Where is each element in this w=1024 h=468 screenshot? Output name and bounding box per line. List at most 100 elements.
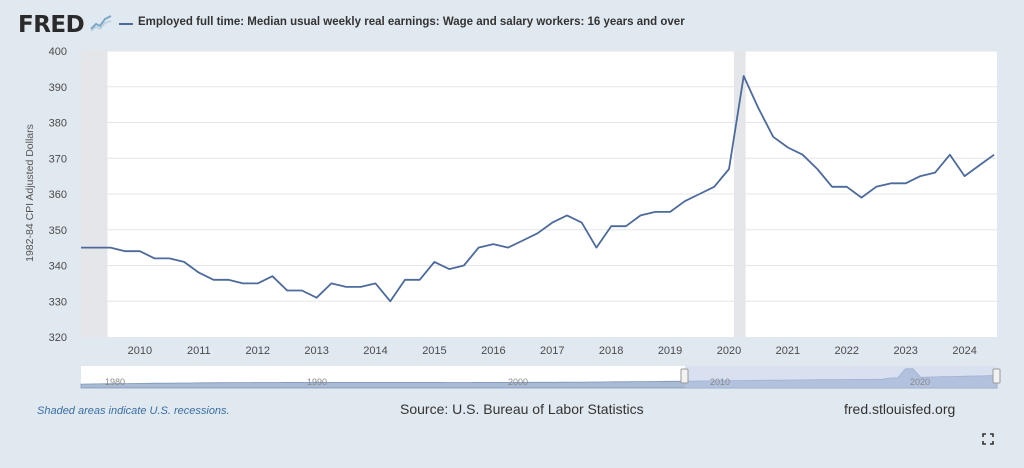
x-axis-ticks: 2010 2011 2012 2013 2014 2015 2016 2017 2018 2019…	[128, 345, 977, 357]
legend-series-label[interactable]: Employed full time: Median usual weekly …	[138, 16, 685, 28]
navigator-label: 2020	[910, 377, 930, 387]
data-point	[212, 279, 214, 281]
data-point	[728, 168, 730, 170]
site-link[interactable]: fred.stlouisfed.org	[844, 401, 956, 417]
y-axis-ticks: 320 330 340 350 360 370 380 390 400	[49, 46, 67, 344]
x-tick-label: 2010	[128, 345, 152, 357]
data-point	[271, 275, 273, 277]
data-point	[801, 153, 803, 155]
x-tick-label: 2017	[540, 345, 564, 357]
data-point	[904, 182, 906, 184]
y-tick-label: 340	[49, 261, 67, 273]
x-tick-label: 2014	[363, 345, 387, 357]
data-point	[639, 214, 641, 216]
legend-swatch	[119, 23, 133, 25]
data-point	[374, 282, 376, 284]
recession-note: Shaded areas indicate U.S. recessions.	[37, 405, 230, 417]
data-point	[109, 246, 111, 248]
data-point	[80, 246, 82, 248]
navigator-label: 2010	[710, 377, 730, 387]
data-point	[713, 186, 715, 188]
data-point	[315, 296, 317, 298]
navigator-label: 1980	[105, 377, 125, 387]
data-point	[757, 107, 759, 109]
y-tick-label: 330	[49, 296, 67, 308]
data-point	[183, 261, 185, 263]
data-point	[242, 282, 244, 284]
source-label: Source: U.S. Bureau of Labor Statistics	[400, 401, 644, 417]
fred-chart-icon	[90, 15, 112, 32]
x-tick-label: 2020	[717, 345, 741, 357]
data-point	[919, 175, 921, 177]
data-point	[581, 221, 583, 223]
navigator-handle-left[interactable]	[680, 368, 689, 384]
series-line	[81, 75, 995, 303]
data-point	[669, 211, 671, 213]
data-point	[168, 257, 170, 259]
data-point	[345, 286, 347, 288]
data-point	[95, 246, 97, 248]
navigator-labels: 1980 1990 2000 2010 2020	[105, 377, 930, 387]
data-point	[507, 246, 509, 248]
x-tick-label: 2022	[835, 345, 859, 357]
series-layer	[80, 75, 995, 303]
data-point	[433, 261, 435, 263]
x-tick-label: 2016	[481, 345, 505, 357]
data-point	[625, 225, 627, 227]
y-tick-label: 370	[49, 153, 67, 165]
data-point	[463, 264, 465, 266]
data-point	[654, 211, 656, 213]
fullscreen-icon[interactable]	[982, 433, 994, 445]
data-point	[448, 268, 450, 270]
data-point	[684, 200, 686, 202]
data-point	[139, 250, 141, 252]
gridlines	[81, 50, 997, 302]
data-point	[993, 153, 995, 155]
line-chart: 320 330 340 350 360 370 380 390 400 2010 2011 2012…	[49, 46, 1001, 389]
x-tick-label: 2023	[893, 345, 917, 357]
x-tick-label: 2021	[776, 345, 800, 357]
data-point	[934, 171, 936, 173]
data-point	[404, 279, 406, 281]
data-point	[153, 257, 155, 259]
data-point	[787, 146, 789, 148]
data-point	[875, 186, 877, 188]
data-point	[301, 289, 303, 291]
data-point	[257, 282, 259, 284]
x-tick-label: 2015	[422, 345, 446, 357]
data-point	[124, 250, 126, 252]
navigator-label: 2000	[508, 377, 528, 387]
chart-header: FRED Employed full time: Median usual we…	[0, 0, 1024, 48]
data-point	[360, 286, 362, 288]
data-point	[978, 164, 980, 166]
data-point	[522, 239, 524, 241]
navigator-handle-right[interactable]	[992, 368, 1001, 384]
data-point	[963, 175, 965, 177]
data-point	[831, 186, 833, 188]
data-point	[846, 186, 848, 188]
navigator-label: 1990	[307, 377, 327, 387]
y-tick-label: 380	[49, 118, 67, 130]
y-tick-label: 320	[49, 332, 67, 344]
data-point	[419, 279, 421, 281]
fred-logo[interactable]: FRED	[18, 12, 85, 38]
data-point	[536, 232, 538, 234]
x-tick-label: 2011	[187, 345, 211, 357]
x-tick-label: 2024	[952, 345, 976, 357]
data-point	[595, 246, 597, 248]
data-point	[389, 300, 391, 302]
data-point	[743, 75, 745, 77]
data-point	[198, 271, 200, 273]
data-point	[890, 182, 892, 184]
range-navigator[interactable]: 1980 1990 2000 2010 2020	[80, 366, 1001, 389]
y-tick-label: 390	[49, 82, 67, 94]
y-tick-label: 350	[49, 225, 67, 237]
data-point	[551, 221, 553, 223]
data-point	[860, 196, 862, 198]
y-tick-label: 400	[49, 46, 67, 58]
data-point	[477, 246, 479, 248]
navigator-selection[interactable]	[685, 366, 997, 388]
data-point	[816, 168, 818, 170]
data-point	[227, 279, 229, 281]
x-tick-label: 2019	[658, 345, 682, 357]
